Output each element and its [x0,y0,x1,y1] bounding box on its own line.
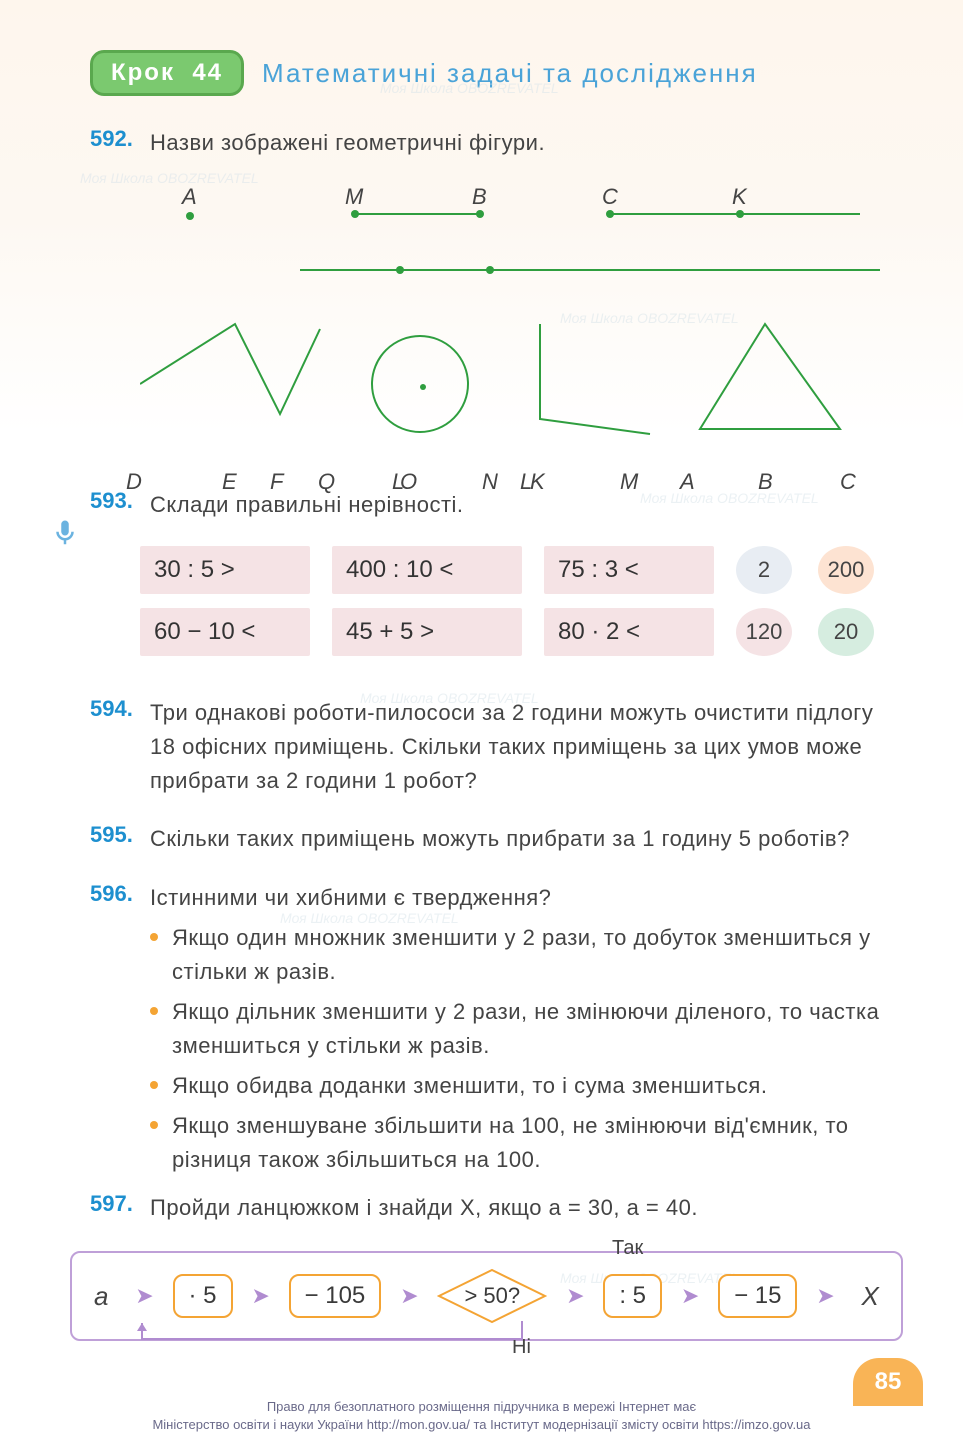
page-header: Крок 44 Математичні задачі та дослідженн… [90,50,963,96]
geo-label-E: E [222,469,237,495]
list-item: Якщо зменшуване збільшити на 100, не змі… [150,1109,893,1177]
geo-label-F: F [270,469,283,495]
flow-box: − 15 [718,1274,797,1318]
problem-number: 594. [90,696,150,722]
flow-end: X [853,1281,886,1312]
problem-text: Пройди ланцюжком і знайди X, якщо a = 30… [150,1191,698,1225]
problem-text: Три однакові роботи-пилососи за 2 години… [150,696,893,798]
bullet-dot [150,1121,158,1129]
microphone-icon [50,518,80,548]
bullet-text: Якщо один множник зменшити у 2 рази, то … [172,921,893,989]
geo-label-A2: A [680,469,695,495]
bullet-text: Якщо обидва доданки зменшити, то і сума … [172,1069,767,1103]
arrow-icon: ➤ [681,1283,699,1309]
flow-yes-label: Так [612,1237,643,1260]
problem-592: 592. Назви зображені геометричні фігури. [90,126,893,160]
ineq-cell: 80 · 2 < [544,608,714,656]
geo-label-D: D [126,469,142,495]
bullet-dot [150,1007,158,1015]
flow-start: a [86,1281,116,1312]
ineq-cell: 30 : 5 > [140,546,310,594]
geo-label-L2: L [520,469,532,495]
flow-box: · 5 [173,1274,233,1318]
flow-box: − 105 [289,1274,382,1318]
header-title: Математичні задачі та дослідження [262,58,758,89]
problem-594: 594. Три однакові роботи-пилососи за 2 г… [90,696,893,798]
problem-number: 596. [90,881,150,907]
problem-595: 595. Скільки таких приміщень можуть приб… [90,822,893,856]
geo-label-M2: M [620,469,638,495]
bullet-text: Якщо дільник зменшити у 2 рази, не зміню… [172,995,893,1063]
step-word: Крок [111,59,175,86]
problem-number: 592. [90,126,150,152]
geo-label-M: M [345,184,363,210]
footer-line1: Право для безоплатного розміщення підруч… [0,1398,963,1416]
inequality-grid: 30 : 5 > 400 : 10 < 75 : 3 < 2 200 60 − … [140,546,963,656]
geo-label-A: A [182,184,197,210]
flowchart: a ➤ · 5 ➤ − 105 ➤ > 50? ➤ : 5 ➤ − 15 ➤ X… [70,1251,903,1341]
arrow-icon: ➤ [816,1283,834,1309]
problem-text: Скільки таких приміщень можуть прибрати … [150,822,850,856]
geometry-svg [140,184,900,464]
arrow-icon: ➤ [566,1283,584,1309]
ineq-cell: 75 : 3 < [544,546,714,594]
geo-label-C: C [602,184,618,210]
footer: Право для безоплатного розміщення підруч… [0,1398,963,1434]
step-num: 44 [192,59,223,86]
option-chip: 120 [736,608,792,656]
ineq-cell: 60 − 10 < [140,608,310,656]
feedback-arrow [132,1321,532,1351]
problem-597: 597. Пройди ланцюжком і знайди X, якщо a… [90,1191,893,1225]
arrow-icon: ➤ [400,1283,418,1309]
geo-label-K: K [732,184,747,210]
problem-text: Назви зображені геометричні фігури. [150,126,545,160]
geo-label-B: B [472,184,487,210]
option-chip: 200 [818,546,874,594]
geo-label-C2: C [840,469,856,495]
step-badge: Крок 44 [90,50,244,96]
problem-number: 597. [90,1191,150,1217]
geo-label-Q: Q [318,469,335,495]
problem-text: Істинними чи хибними є твердження? [150,881,551,915]
arrow-icon: ➤ [251,1283,269,1309]
geo-label-O: O [400,469,417,495]
flow-diamond: > 50? [437,1268,547,1324]
geo-label-N: N [482,469,498,495]
list-item: Якщо дільник зменшити у 2 рази, не зміню… [150,995,893,1063]
arrow-icon: ➤ [135,1283,153,1309]
ineq-cell: 400 : 10 < [332,546,522,594]
footer-line2: Міністерство освіти і науки України http… [0,1416,963,1434]
problem-596: 596. Істинними чи хибними є твердження? [90,881,893,915]
geo-label-B2: B [758,469,773,495]
bullet-dot [150,1081,158,1089]
bullet-list: Якщо один множник зменшити у 2 рази, то … [150,921,893,1178]
geometry-figures: A M B C K L N E Q D F O K L M B A C [140,184,893,464]
option-chip: 20 [818,608,874,656]
list-item: Якщо один множник зменшити у 2 рази, то … [150,921,893,989]
list-item: Якщо обидва доданки зменшити, то і сума … [150,1069,893,1103]
bullet-dot [150,933,158,941]
ineq-cell: 45 + 5 > [332,608,522,656]
diamond-text: > 50? [464,1283,520,1309]
flow-box: : 5 [603,1274,662,1318]
problem-number: 595. [90,822,150,848]
bullet-text: Якщо зменшуване збільшити на 100, не змі… [172,1109,893,1177]
option-chip: 2 [736,546,792,594]
